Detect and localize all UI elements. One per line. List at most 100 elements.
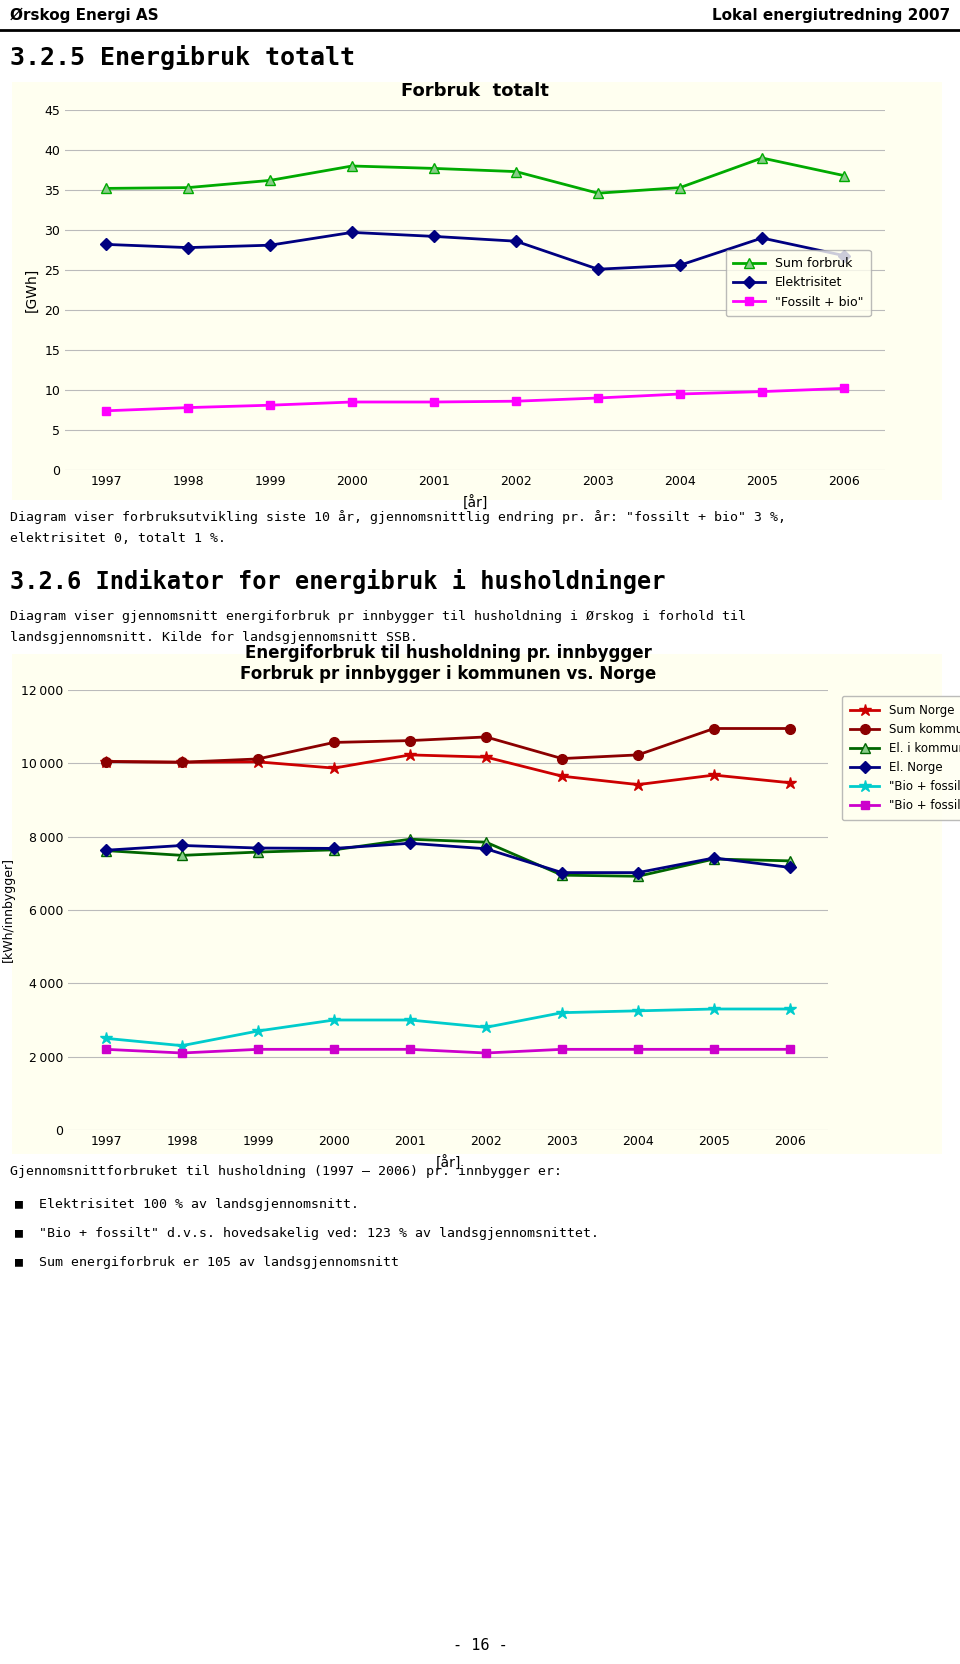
X-axis label: [år]: [år] bbox=[435, 1156, 461, 1171]
Text: - 16 -: - 16 - bbox=[452, 1637, 508, 1652]
El. i kommunen bbox=[404, 829, 416, 849]
Text: landsgjennomsnitt. Kilde for landsgjennomsnitt SSB.: landsgjennomsnitt. Kilde for landsgjenno… bbox=[10, 631, 418, 644]
"Bio + fossilt" i kommunen bbox=[480, 1017, 492, 1037]
Text: Ørskog Energi AS: Ørskog Energi AS bbox=[10, 8, 158, 23]
"Bio + fossilt" i kommunen bbox=[404, 1010, 416, 1030]
Line: Sum kommune: Sum kommune bbox=[101, 724, 795, 767]
"Bio + fossilt" Norge bbox=[252, 1040, 264, 1060]
El. Norge bbox=[100, 840, 111, 860]
Sum forbruk bbox=[838, 166, 850, 186]
El. i kommunen bbox=[100, 840, 111, 860]
Text: Diagram viser gjennomsnitt energiforbruk pr innbygger til husholdning i Ørskog i: Diagram viser gjennomsnitt energiforbruk… bbox=[10, 611, 746, 622]
Sum kommune bbox=[328, 732, 340, 752]
Sum kommune bbox=[100, 752, 111, 772]
"Bio + fossilt" Norge bbox=[100, 1040, 111, 1060]
"Fossilt + bio" bbox=[756, 381, 768, 401]
"Bio + fossilt" Norge bbox=[177, 1043, 188, 1063]
El. i kommunen bbox=[252, 842, 264, 862]
Sum kommune bbox=[708, 719, 720, 739]
Title: Energiforbruk til husholdning pr. innbygger
Forbruk pr innbygger i kommunen vs. : Energiforbruk til husholdning pr. innbyg… bbox=[240, 644, 656, 682]
Text: ■  Sum energiforbruk er 105 av landsgjennomsnitt: ■ Sum energiforbruk er 105 av landsgjenn… bbox=[14, 1256, 398, 1268]
El. Norge bbox=[784, 857, 796, 877]
"Fossilt + bio" bbox=[838, 378, 850, 398]
Sum kommune bbox=[784, 719, 796, 739]
"Bio + fossilt" i kommunen bbox=[556, 1003, 567, 1023]
"Bio + fossilt" Norge bbox=[633, 1040, 644, 1060]
FancyBboxPatch shape bbox=[8, 652, 947, 1156]
Elektrisitet bbox=[592, 260, 604, 280]
El. Norge bbox=[708, 849, 720, 869]
"Bio + fossilt" i kommunen bbox=[784, 998, 796, 1018]
Elektrisitet bbox=[756, 228, 768, 248]
El. Norge bbox=[633, 862, 644, 882]
"Bio + fossilt" i kommunen bbox=[177, 1035, 188, 1055]
Title: Forbruk  totalt: Forbruk totalt bbox=[401, 82, 549, 100]
"Bio + fossilt" Norge bbox=[328, 1040, 340, 1060]
Sum forbruk bbox=[182, 178, 194, 198]
"Fossilt + bio" bbox=[592, 388, 604, 408]
"Bio + fossilt" Norge bbox=[556, 1040, 567, 1060]
Elektrisitet bbox=[428, 226, 440, 246]
Elektrisitet bbox=[674, 255, 685, 275]
"Fossilt + bio" bbox=[428, 393, 440, 413]
Sum forbruk bbox=[347, 156, 358, 176]
Sum Norge bbox=[633, 775, 644, 795]
El. i kommunen bbox=[633, 867, 644, 887]
El. Norge bbox=[328, 839, 340, 859]
"Fossilt + bio" bbox=[674, 384, 685, 404]
Line: "Bio + fossilt" Norge: "Bio + fossilt" Norge bbox=[102, 1045, 794, 1057]
Y-axis label: [kWh/innbygger]: [kWh/innbygger] bbox=[2, 857, 15, 962]
Line: Sum Norge: Sum Norge bbox=[100, 749, 796, 790]
Sum kommune bbox=[480, 727, 492, 747]
"Bio + fossilt" Norge bbox=[784, 1040, 796, 1060]
X-axis label: [år]: [år] bbox=[463, 496, 488, 511]
Sum Norge bbox=[708, 765, 720, 785]
Sum Norge bbox=[404, 745, 416, 765]
"Bio + fossilt" Norge bbox=[480, 1043, 492, 1063]
Sum Norge bbox=[556, 765, 567, 785]
Sum kommune bbox=[252, 749, 264, 769]
El. Norge bbox=[404, 834, 416, 854]
"Fossilt + bio" bbox=[511, 391, 522, 411]
Line: Sum forbruk: Sum forbruk bbox=[101, 153, 849, 198]
El. Norge bbox=[177, 835, 188, 855]
El. Norge bbox=[252, 839, 264, 859]
Sum forbruk bbox=[428, 158, 440, 178]
Sum Norge bbox=[252, 752, 264, 772]
"Bio + fossilt" i kommunen bbox=[708, 998, 720, 1018]
"Bio + fossilt" i kommunen bbox=[633, 1000, 644, 1020]
"Fossilt + bio" bbox=[347, 393, 358, 413]
"Bio + fossilt" i kommunen bbox=[100, 1028, 111, 1048]
Line: El. i kommunen: El. i kommunen bbox=[101, 834, 795, 882]
Sum kommune bbox=[633, 745, 644, 765]
"Bio + fossilt" Norge bbox=[404, 1040, 416, 1060]
Text: Lokal energiutredning 2007: Lokal energiutredning 2007 bbox=[712, 8, 950, 23]
El. i kommunen bbox=[328, 840, 340, 860]
Sum forbruk bbox=[100, 178, 111, 198]
Elektrisitet bbox=[347, 223, 358, 243]
Line: Elektrisitet: Elektrisitet bbox=[102, 228, 849, 273]
Sum Norge bbox=[177, 752, 188, 772]
Text: Gjennomsnittforbruket til husholdning (1997 – 2006) pr. innbygger er:: Gjennomsnittforbruket til husholdning (1… bbox=[10, 1165, 562, 1178]
Sum forbruk bbox=[756, 148, 768, 168]
Sum Norge bbox=[100, 752, 111, 772]
Text: ■  "Bio + fossilt" d.v.s. hovedsakelig ved: 123 % av landsgjennomsnittet.: ■ "Bio + fossilt" d.v.s. hovedsakelig ve… bbox=[14, 1226, 599, 1240]
Elektrisitet bbox=[838, 246, 850, 266]
El. i kommunen bbox=[784, 850, 796, 870]
Line: "Fossilt + bio": "Fossilt + bio" bbox=[102, 384, 849, 414]
Elektrisitet bbox=[182, 238, 194, 258]
El. i kommunen bbox=[177, 845, 188, 865]
Elektrisitet bbox=[511, 231, 522, 251]
El. Norge bbox=[556, 862, 567, 882]
Sum Norge bbox=[328, 759, 340, 779]
Sum kommune bbox=[177, 752, 188, 772]
Text: 3.2.6 Indikator for energibruk i husholdninger: 3.2.6 Indikator for energibruk i hushold… bbox=[10, 569, 665, 594]
El. i kommunen bbox=[480, 832, 492, 852]
"Fossilt + bio" bbox=[100, 401, 111, 421]
El. i kommunen bbox=[556, 865, 567, 885]
Text: Diagram viser forbruksutvikling siste 10 år, gjennomsnittlig endring pr. år: "fo: Diagram viser forbruksutvikling siste 10… bbox=[10, 511, 786, 524]
Sum forbruk bbox=[674, 178, 685, 198]
Sum forbruk bbox=[592, 183, 604, 203]
"Fossilt + bio" bbox=[182, 398, 194, 418]
FancyBboxPatch shape bbox=[8, 80, 947, 503]
